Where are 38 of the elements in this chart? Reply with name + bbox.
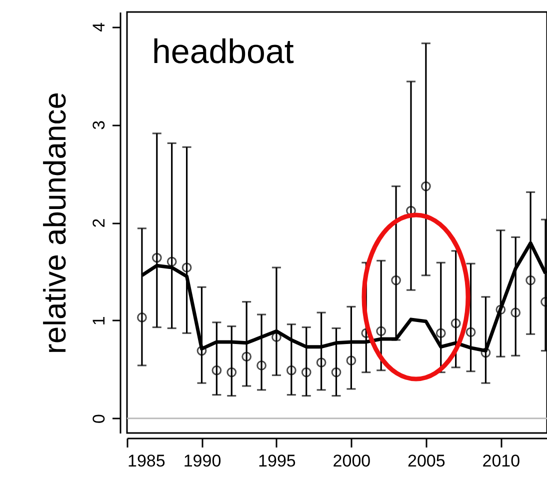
point [137, 312, 147, 322]
point [226, 367, 237, 378]
point [316, 358, 326, 368]
x-tick-label: 1985 [128, 452, 166, 470]
point [182, 262, 192, 272]
point [421, 181, 431, 192]
x-tick-label: 2005 [408, 452, 446, 470]
point [391, 275, 401, 286]
point [301, 367, 312, 378]
point [331, 367, 342, 378]
annotation: headboat [152, 33, 294, 72]
point [480, 348, 491, 358]
point [436, 328, 446, 338]
point [346, 356, 356, 366]
point [272, 332, 282, 342]
point [450, 318, 461, 328]
x-tick-label: 2000 [332, 452, 371, 470]
y-tick-label: 1 [90, 316, 108, 326]
y-tick-label: 4 [90, 22, 108, 32]
y-tick-label: 0 [90, 414, 108, 424]
point [496, 304, 506, 315]
point [196, 346, 207, 356]
point [510, 308, 521, 318]
point [256, 360, 266, 370]
point [212, 365, 222, 376]
x-tick-label: 1995 [258, 452, 296, 470]
point [466, 327, 476, 338]
point [152, 252, 162, 263]
point [286, 365, 296, 376]
y-tick-label: 2 [90, 218, 108, 228]
y-axis-title: relative abundance [38, 92, 72, 354]
point [242, 352, 252, 362]
x-tick-label: 1990 [183, 452, 222, 470]
x-tick-label: 2010 [482, 452, 520, 470]
point [526, 275, 536, 286]
point [166, 256, 177, 267]
y-tick-label: 3 [90, 120, 108, 130]
point [376, 326, 386, 336]
